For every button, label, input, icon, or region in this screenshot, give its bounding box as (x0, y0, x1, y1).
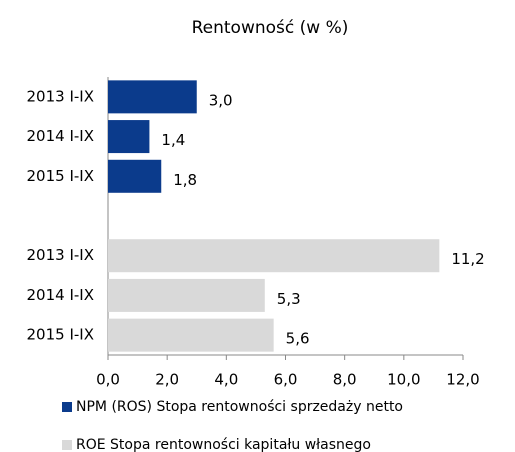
x-tick-label: 2,0 (155, 371, 179, 389)
value-label: 5,6 (286, 330, 310, 348)
value-label: 11,2 (451, 250, 484, 268)
x-tick-label: 12,0 (446, 371, 479, 389)
y-tick-label: 2015 I-IX (27, 167, 94, 185)
y-tick-label: 2015 I-IX (27, 326, 94, 344)
legend-label: ROE Stopa rentowności kapitału własnego (76, 437, 371, 452)
bar (108, 239, 440, 273)
value-label: 5,3 (277, 290, 301, 308)
value-label: 1,8 (173, 171, 197, 189)
bar (108, 80, 197, 114)
x-tick-label: 8,0 (333, 371, 357, 389)
y-tick-label: 2013 I-IX (27, 87, 94, 105)
value-label: 3,0 (209, 91, 233, 109)
bar (108, 159, 162, 193)
legend-swatch (62, 402, 72, 412)
legend-label: NPM (ROS) Stopa rentowności sprzedaży ne… (76, 399, 403, 415)
x-tick-label: 0,0 (96, 371, 120, 389)
bar (108, 120, 150, 154)
y-tick-label: 2013 I-IX (27, 246, 94, 264)
y-tick-label: 2014 I-IX (27, 127, 94, 145)
value-label: 1,4 (161, 131, 185, 149)
chart-title: Rentowność (w %) (192, 18, 349, 38)
y-tick-label: 2014 I-IX (27, 286, 94, 304)
bar (108, 318, 274, 352)
x-tick-label: 6,0 (274, 371, 298, 389)
legend-swatch (62, 440, 72, 450)
bar (108, 278, 265, 312)
x-tick-label: 4,0 (214, 371, 238, 389)
x-tick-label: 10,0 (387, 371, 420, 389)
